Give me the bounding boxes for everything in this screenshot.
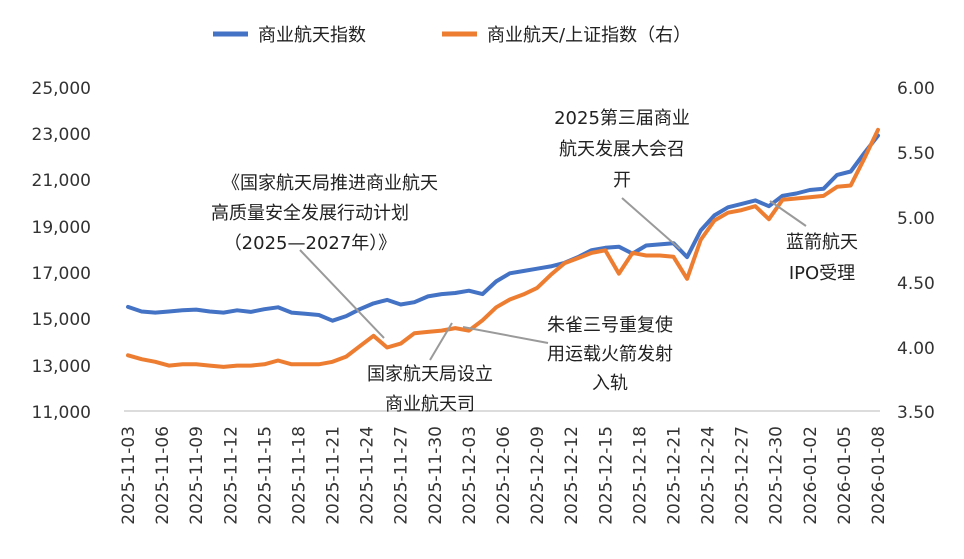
x-tick-label: 2025-12-24 bbox=[699, 426, 719, 525]
annotation-policy-line3: （2025—2027年）》 bbox=[224, 233, 397, 254]
x-tick-label: 2025-11-24 bbox=[358, 426, 378, 525]
y-axis-left: 11,000 13,000 15,000 17,000 19,000 21,00… bbox=[32, 79, 91, 423]
x-tick-label: 2026-01-02 bbox=[801, 426, 821, 525]
x-tick-label: 2025-11-21 bbox=[324, 426, 344, 525]
y-left-tick-label: 21,000 bbox=[32, 171, 91, 191]
annotation-arrow-department bbox=[429, 322, 453, 361]
x-tick-label: 2025-11-12 bbox=[221, 426, 241, 525]
y-axis-right: 3.50 4.00 4.50 5.00 5.50 6.00 bbox=[897, 79, 935, 423]
y-right-tick-label: 3.50 bbox=[897, 403, 935, 423]
annotation-landspace-line2: IPO受理 bbox=[789, 263, 855, 284]
y-right-tick-label: 4.50 bbox=[897, 274, 935, 294]
x-axis-ticks: 2025-11-03 2025-11-06 2025-11-09 2025-11-12… bbox=[119, 426, 889, 525]
x-tick-label: 2025-11-03 bbox=[119, 426, 139, 525]
annotation-department-line2: 商业航天司 bbox=[385, 394, 475, 415]
x-tick-label: 2025-11-18 bbox=[289, 426, 309, 525]
x-tick-label: 2025-11-06 bbox=[153, 426, 173, 525]
y-left-tick-label: 13,000 bbox=[32, 357, 91, 377]
annotation-arrow-landspace-ipo bbox=[769, 200, 807, 227]
annotation-policy-line2: 高质量安全发展行动计划 bbox=[211, 203, 409, 224]
y-left-tick-label: 11,000 bbox=[32, 403, 91, 423]
y-right-tick-label: 6.00 bbox=[897, 79, 935, 99]
x-tick-label: 2025-12-30 bbox=[767, 426, 787, 525]
x-tick-label: 2025-12-12 bbox=[562, 426, 582, 525]
series-line-commercial-space-index bbox=[126, 133, 880, 323]
annotation-zhuque3-line2: 用运载火箭发射 bbox=[547, 344, 673, 365]
annotation-conference-line3: 开 bbox=[613, 170, 631, 191]
annotation-arrow-policy bbox=[299, 249, 385, 339]
series-line-ratio-right-axis bbox=[126, 127, 880, 369]
annotation-conference-line2: 航天发展大会召 bbox=[559, 139, 685, 160]
x-tick-label: 2025-12-15 bbox=[596, 426, 616, 525]
legend: 商业航天指数 商业航天/上证指数（右） bbox=[213, 25, 691, 46]
x-tick-label: 2025-11-30 bbox=[426, 426, 446, 525]
annotation-zhuque3-line1: 朱雀三号重复使 bbox=[547, 315, 673, 336]
x-tick-label: 2026-01-05 bbox=[835, 426, 855, 525]
y-left-tick-label: 17,000 bbox=[32, 264, 91, 284]
annotation-landspace-line1: 蓝箭航天 bbox=[786, 232, 858, 253]
annotations: 《国家航天局推进商业航天 高质量安全发展行动计划 （2025—2027年）》 国… bbox=[211, 108, 858, 415]
x-tick-label: 2025-12-06 bbox=[494, 426, 514, 525]
y-left-tick-label: 15,000 bbox=[32, 310, 91, 330]
y-left-tick-label: 19,000 bbox=[32, 218, 91, 238]
x-tick-label: 2026-01-08 bbox=[869, 426, 889, 525]
y-left-tick-label: 23,000 bbox=[32, 125, 91, 145]
x-tick-label: 2025-12-09 bbox=[528, 426, 548, 525]
legend-label-commercial-space-index: 商业航天指数 bbox=[258, 25, 366, 46]
annotation-arrow-conference bbox=[621, 197, 681, 250]
x-tick-label: 2025-12-18 bbox=[630, 426, 650, 525]
annotation-arrows bbox=[299, 197, 807, 361]
y-right-tick-label: 4.00 bbox=[897, 339, 935, 359]
annotation-arrow-zhuque3 bbox=[462, 326, 549, 344]
x-tick-label: 2025-12-27 bbox=[733, 426, 753, 525]
annotation-conference-line1: 2025第三届商业 bbox=[554, 108, 690, 129]
series-layer bbox=[126, 127, 880, 369]
legend-label-ratio-right-axis: 商业航天/上证指数（右） bbox=[487, 25, 691, 46]
annotation-policy-line1: 《国家航天局推进商业航天 bbox=[222, 173, 438, 194]
x-tick-label: 2025-11-15 bbox=[255, 426, 275, 525]
y-right-tick-label: 5.00 bbox=[897, 209, 935, 229]
x-tick-label: 2025-11-09 bbox=[187, 426, 207, 525]
annotation-department-line1: 国家航天局设立 bbox=[367, 364, 493, 385]
y-left-tick-label: 25,000 bbox=[32, 79, 91, 99]
annotation-zhuque3-line3: 入轨 bbox=[592, 373, 628, 394]
x-tick-label: 2025-12-03 bbox=[460, 426, 480, 525]
y-right-tick-label: 5.50 bbox=[897, 144, 935, 164]
x-tick-label: 2025-12-21 bbox=[664, 426, 684, 525]
x-tick-label: 2025-11-27 bbox=[392, 426, 412, 525]
